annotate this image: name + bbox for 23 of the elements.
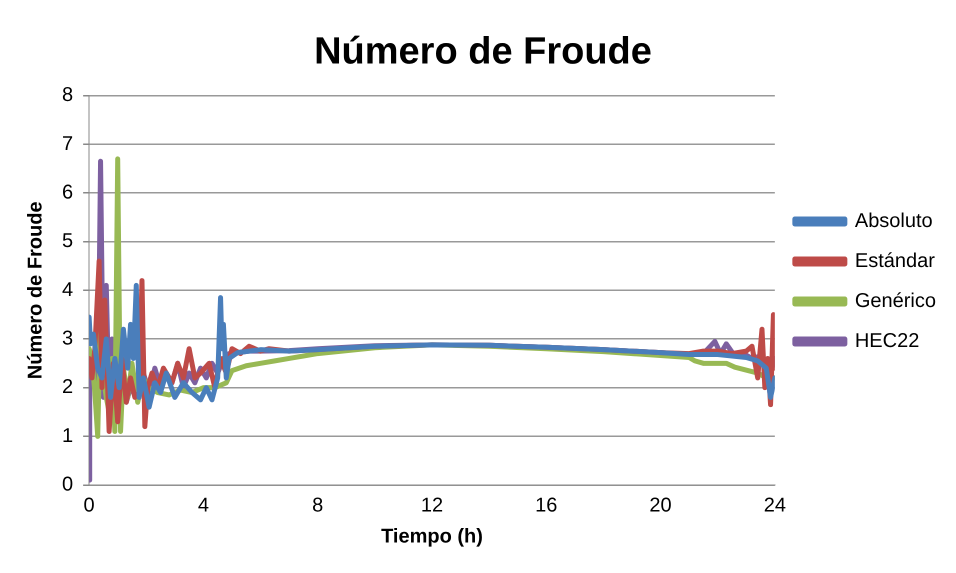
- x-axis-title: Tiempo (h): [381, 526, 483, 548]
- x-tick-label: 12: [420, 494, 444, 517]
- y-tick-label: 3: [62, 327, 74, 350]
- y-tick-label: 8: [62, 84, 74, 106]
- legend-label: Estándar: [854, 250, 936, 272]
- x-tick-label: 4: [198, 494, 209, 517]
- x-tick-label: 8: [312, 494, 324, 517]
- legend-label: Genérico: [854, 290, 936, 312]
- chart-title: Número de Froude: [314, 30, 652, 72]
- y-tick-label: 6: [62, 181, 74, 204]
- y-axis-title: Número de Froude: [24, 201, 47, 380]
- y-tick-label: 4: [62, 278, 74, 301]
- legend-label: HEC22: [854, 330, 920, 352]
- y-tick-label: 2: [62, 376, 74, 398]
- y-tick-label: 0: [62, 474, 74, 496]
- x-tick-label: 20: [649, 494, 672, 517]
- y-tick-label: 7: [62, 132, 74, 155]
- x-tick-label: 16: [535, 494, 558, 517]
- y-tick-label: 5: [62, 230, 74, 252]
- x-tick-label: 24: [764, 494, 786, 517]
- y-tick-label: 1: [62, 424, 74, 447]
- x-tick-label: 0: [84, 494, 95, 517]
- legend-label: Absoluto: [854, 210, 933, 232]
